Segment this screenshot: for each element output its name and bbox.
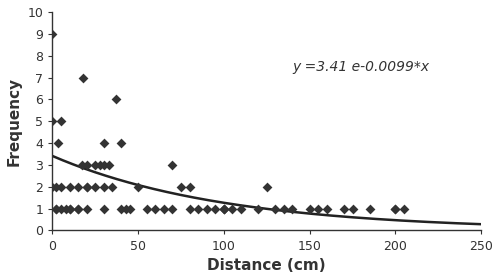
Point [117, 206, 125, 211]
Point [152, 206, 160, 211]
Point [254, 206, 262, 211]
Point [57, 206, 65, 211]
Point [100, 141, 108, 145]
Point [66, 206, 74, 211]
Point [48, 32, 56, 36]
Point [57, 185, 65, 189]
Point [366, 206, 374, 211]
Point [74, 206, 82, 211]
Y-axis label: Frequency: Frequency [7, 77, 22, 166]
X-axis label: Distance (cm): Distance (cm) [208, 258, 326, 273]
Point [92, 185, 100, 189]
Point [78, 163, 86, 167]
Point [82, 185, 90, 189]
Point [263, 185, 271, 189]
Point [142, 206, 150, 211]
Point [105, 163, 113, 167]
Point [80, 75, 88, 80]
Point [306, 206, 314, 211]
Point [228, 206, 236, 211]
Point [168, 206, 176, 211]
Point [400, 206, 408, 211]
Point [74, 206, 82, 211]
Point [52, 206, 60, 211]
Point [186, 206, 194, 211]
Text: y =3.41 e-0.0099*x: y =3.41 e-0.0099*x [292, 60, 430, 74]
Point [160, 206, 168, 211]
Point [220, 206, 228, 211]
Point [82, 206, 90, 211]
Point [122, 206, 130, 211]
Point [48, 185, 56, 189]
Point [194, 206, 202, 211]
Point [392, 206, 400, 211]
Point [52, 206, 60, 211]
Point [340, 206, 348, 211]
Point [288, 206, 296, 211]
Point [314, 206, 322, 211]
Point [186, 185, 194, 189]
Point [202, 206, 210, 211]
Point [82, 163, 90, 167]
Point [212, 206, 220, 211]
Point [96, 163, 104, 167]
Point [100, 185, 108, 189]
Point [74, 185, 82, 189]
Point [66, 206, 74, 211]
Point [348, 206, 356, 211]
Point [220, 206, 228, 211]
Point [272, 206, 280, 211]
Point [100, 163, 108, 167]
Point [134, 185, 142, 189]
Point [62, 206, 70, 211]
Point [323, 206, 331, 211]
Point [237, 206, 245, 211]
Point [177, 185, 185, 189]
Point [54, 141, 62, 145]
Point [117, 141, 125, 145]
Point [126, 206, 134, 211]
Point [168, 163, 176, 167]
Point [66, 185, 74, 189]
Point [100, 206, 108, 211]
Point [52, 185, 60, 189]
Point [108, 185, 116, 189]
Point [392, 206, 400, 211]
Point [280, 206, 288, 211]
Point [82, 185, 90, 189]
Point [220, 206, 228, 211]
Point [92, 163, 100, 167]
Point [112, 97, 120, 102]
Point [48, 119, 56, 123]
Point [57, 119, 65, 123]
